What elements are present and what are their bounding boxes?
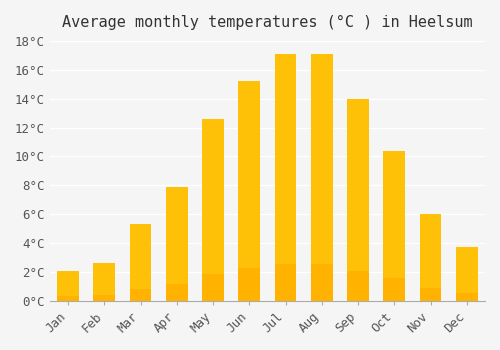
Bar <box>166 284 188 301</box>
Bar <box>274 264 296 301</box>
Bar <box>130 224 152 301</box>
Bar <box>238 81 260 301</box>
Bar <box>347 271 369 301</box>
Bar <box>420 288 442 301</box>
Title: Average monthly temperatures (°C ) in Heelsum: Average monthly temperatures (°C ) in He… <box>62 15 472 30</box>
Bar <box>456 247 477 301</box>
Bar <box>166 187 188 301</box>
Bar <box>94 295 115 301</box>
Bar <box>202 119 224 301</box>
Bar <box>384 278 405 301</box>
Bar <box>347 99 369 301</box>
Bar <box>384 150 405 301</box>
Bar <box>420 214 442 301</box>
Bar <box>456 293 477 301</box>
Bar <box>238 268 260 301</box>
Bar <box>57 271 79 301</box>
Bar <box>202 274 224 301</box>
Bar <box>94 263 115 301</box>
Bar <box>57 296 79 301</box>
Bar <box>311 264 332 301</box>
Bar <box>130 289 152 301</box>
Bar <box>311 54 332 301</box>
Bar <box>274 54 296 301</box>
